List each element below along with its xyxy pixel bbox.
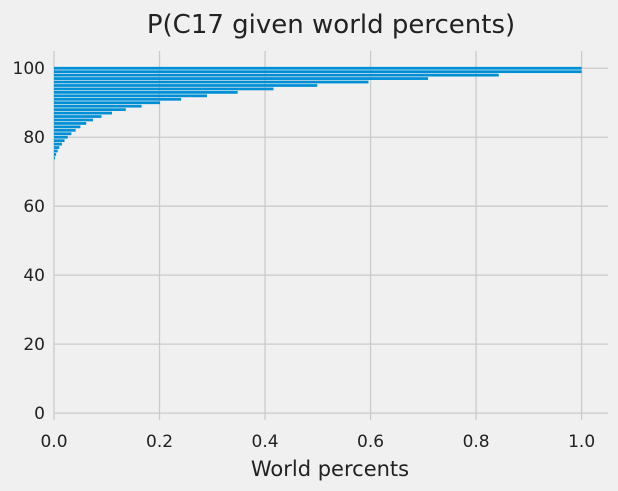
bar <box>54 146 60 149</box>
bar <box>54 125 81 129</box>
bar <box>54 122 87 125</box>
x-tick-label: 0.2 <box>146 432 173 452</box>
bar <box>54 149 58 153</box>
bar <box>54 108 126 112</box>
y-tick-label: 0 <box>34 404 45 424</box>
y-tick-label: 60 <box>23 197 45 217</box>
bar <box>54 139 65 143</box>
bar <box>54 77 429 80</box>
bar <box>54 104 142 108</box>
bar <box>54 115 102 118</box>
tick-labels: 0.0 0.2 0.4 0.6 0.8 1.0 0 20 40 60 80 100 <box>13 59 596 452</box>
bar <box>54 142 62 146</box>
bar <box>54 153 57 156</box>
bar <box>54 84 318 87</box>
bar <box>54 101 161 105</box>
x-axis-label: World percents <box>251 457 409 481</box>
chart-title: P(C17 given world percents) <box>147 10 515 40</box>
bar <box>54 118 94 122</box>
bar <box>54 70 582 74</box>
x-tick-label: 0.0 <box>40 432 67 452</box>
bar <box>54 132 72 136</box>
bar <box>54 66 582 70</box>
bar <box>54 94 208 98</box>
bar <box>54 135 68 139</box>
x-tick-label: 0.4 <box>252 432 279 452</box>
x-tick-label: 0.6 <box>357 432 384 452</box>
x-tick-label: 1.0 <box>568 432 595 452</box>
bar <box>54 156 56 160</box>
y-tick-label: 40 <box>23 266 45 286</box>
bar <box>54 128 76 132</box>
bar <box>54 91 238 94</box>
bar <box>54 97 182 101</box>
bar <box>54 73 499 77</box>
bars <box>54 66 582 160</box>
bar <box>54 111 113 115</box>
bar <box>54 87 274 91</box>
bar <box>54 80 369 84</box>
y-tick-label: 20 <box>23 335 45 355</box>
y-tick-label: 80 <box>23 128 45 148</box>
y-tick-label: 100 <box>13 59 45 79</box>
x-tick-label: 0.8 <box>463 432 490 452</box>
